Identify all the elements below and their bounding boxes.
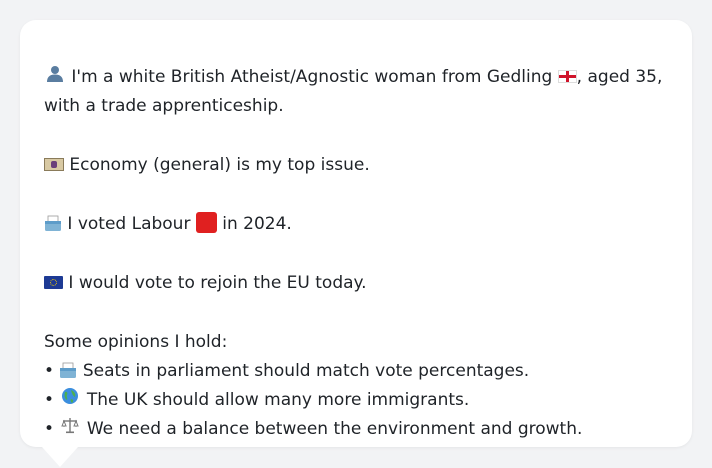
opinions-header: Some opinions I hold: (44, 332, 228, 352)
intro-text-part1: I'm a white British Atheist/Agnostic wom… (71, 67, 553, 87)
vote-line: I voted Labour in 2024. (44, 210, 668, 239)
bullet: • (44, 419, 55, 439)
banknote-icon (44, 158, 64, 171)
eu-text: I would vote to rejoin the EU today. (68, 273, 367, 293)
opinion-item: • Seats in parliament should match vote … (44, 357, 668, 386)
opinion-text: The UK should allow many more immigrants… (86, 390, 470, 410)
intro-text-part2: , aged 35, (576, 67, 663, 87)
chat-bubble: I'm a white British Atheist/Agnostic wom… (20, 20, 692, 467)
ballot-box-icon (44, 212, 62, 231)
opinion-text: We need a balance between the environmen… (86, 419, 583, 439)
balance-scale-icon (59, 415, 81, 444)
vote-text-part2: in 2024. (222, 214, 292, 234)
red-square-icon (195, 212, 217, 233)
vote-text-part1: I voted Labour (67, 214, 191, 234)
bubble-tail (42, 447, 78, 467)
top-issue-text: Economy (general) is my top issue. (69, 155, 370, 175)
person-silhouette-icon (44, 63, 66, 92)
opinion-item: • The UK should allow many more immigran… (44, 386, 668, 415)
ballot-box-icon (59, 359, 77, 378)
bullet: • (44, 390, 55, 410)
intro-line: I'm a white British Atheist/Agnostic wom… (44, 63, 668, 92)
eu-line: I would vote to rejoin the EU today. (44, 269, 668, 298)
opinion-text: Seats in parliament should match vote pe… (82, 361, 530, 381)
eu-flag-icon (44, 276, 63, 289)
globe-icon (59, 386, 81, 415)
opinion-item: • We need a balance between the environm… (44, 415, 668, 444)
intro-line-2: with a trade apprenticeship. (44, 96, 284, 116)
england-flag-icon (557, 70, 577, 83)
bullet: • (44, 361, 55, 381)
top-issue-line: Economy (general) is my top issue. (44, 151, 668, 180)
